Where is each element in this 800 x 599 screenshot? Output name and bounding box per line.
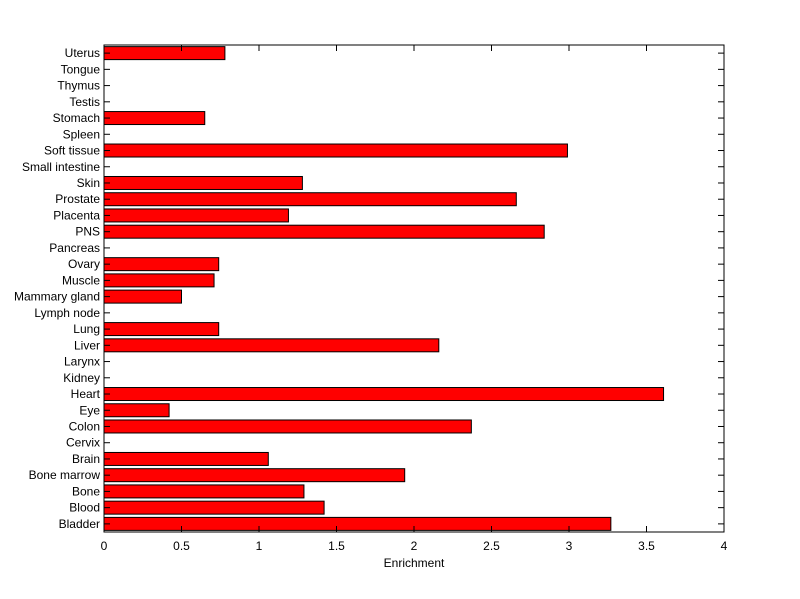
y-tick-label-bladder: Bladder bbox=[59, 517, 100, 531]
y-tick-label-ovary: Ovary bbox=[68, 257, 100, 271]
y-tick-label-testis: Testis bbox=[69, 95, 100, 109]
bar-pns bbox=[103, 224, 545, 239]
y-tick-label-tongue: Tongue bbox=[61, 62, 101, 76]
x-tick-label-2: 1 bbox=[256, 539, 263, 553]
y-tick-label-bone: Bone bbox=[72, 484, 100, 498]
y-tick-label-thymus: Thymus bbox=[57, 79, 100, 93]
x-tick-label-5: 2.5 bbox=[483, 539, 500, 553]
x-tick-label-3: 1.5 bbox=[328, 539, 345, 553]
y-tick-label-pancreas: Pancreas bbox=[49, 241, 100, 255]
bar-skin bbox=[103, 175, 303, 190]
bars-group bbox=[103, 46, 665, 531]
y-tick-label-small-intestine: Small intestine bbox=[22, 160, 100, 174]
y-tick-label-liver: Liver bbox=[74, 338, 100, 352]
bar-colon bbox=[103, 419, 472, 434]
x-axis-label: Enrichment bbox=[384, 556, 445, 570]
bar-eye bbox=[103, 403, 170, 418]
bar-muscle bbox=[103, 273, 215, 288]
x-tick-label-6: 3 bbox=[566, 539, 573, 553]
y-tick-label-blood: Blood bbox=[69, 501, 100, 515]
x-tick-label-4: 2 bbox=[411, 539, 418, 553]
x-tick-label-0: 0 bbox=[101, 539, 108, 553]
bar-prostate bbox=[103, 192, 517, 207]
x-tick-label-8: 4 bbox=[721, 539, 728, 553]
y-tick-label-larynx: Larynx bbox=[64, 355, 100, 369]
plot-frame bbox=[103, 44, 725, 533]
y-tick-label-pns: PNS bbox=[75, 225, 100, 239]
y-tick-label-eye: Eye bbox=[79, 403, 100, 417]
bar-liver bbox=[103, 338, 440, 353]
y-tick-label-kidney: Kidney bbox=[63, 371, 100, 385]
bar-bone bbox=[103, 484, 305, 499]
y-tick-label-soft-tissue: Soft tissue bbox=[44, 144, 100, 158]
bar-ovary bbox=[103, 257, 220, 272]
bar-mammary-gland bbox=[103, 289, 182, 304]
y-tick-label-brain: Brain bbox=[72, 452, 100, 466]
y-tick-label-lung: Lung bbox=[73, 322, 100, 336]
y-tick-label-heart: Heart bbox=[71, 387, 101, 401]
y-tick-label-bone-marrow: Bone marrow bbox=[29, 468, 101, 482]
bar-placenta bbox=[103, 208, 289, 223]
y-tick-label-placenta: Placenta bbox=[53, 208, 100, 222]
y-tick-label-spleen: Spleen bbox=[63, 127, 100, 141]
y-tick-label-cervix: Cervix bbox=[66, 436, 100, 450]
y-tick-label-uterus: Uterus bbox=[65, 46, 100, 60]
bar-heart bbox=[103, 387, 665, 402]
bar-lung bbox=[103, 322, 220, 337]
bar-soft-tissue bbox=[103, 143, 568, 158]
y-tick-label-colon: Colon bbox=[69, 419, 100, 433]
x-tick-label-1: 0.5 bbox=[173, 539, 190, 553]
bar-bladder bbox=[103, 516, 612, 531]
y-tick-label-stomach: Stomach bbox=[53, 111, 100, 125]
x-tick-label-7: 3.5 bbox=[638, 539, 655, 553]
x-tick-labels: 0 0.5 1 1.5 2 2.5 3 3.5 4 bbox=[101, 539, 728, 553]
y-tick-label-muscle: Muscle bbox=[62, 273, 100, 287]
bar-brain bbox=[103, 451, 269, 466]
bar-bone-marrow bbox=[103, 468, 406, 483]
y-tick-label-skin: Skin bbox=[77, 176, 100, 190]
y-tick-label-prostate: Prostate bbox=[55, 192, 100, 206]
y-tick-labels: Bladder Blood Bone Bone marrow Brain Cervix Co… bbox=[14, 46, 101, 531]
y-tick-label-lymph-node: Lymph node bbox=[34, 306, 100, 320]
y-tick-label-mammary-gland: Mammary gland bbox=[14, 290, 100, 304]
bar-blood bbox=[103, 500, 325, 515]
bar-stomach bbox=[103, 111, 206, 126]
bar-uterus bbox=[103, 46, 226, 61]
